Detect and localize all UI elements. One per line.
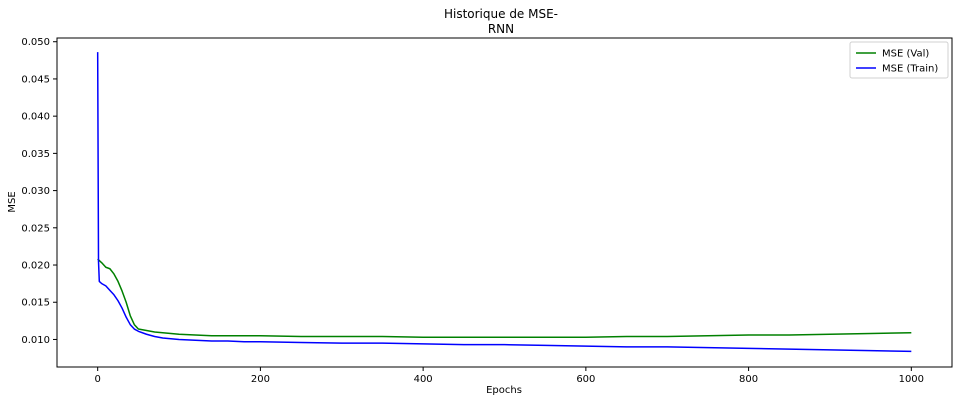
y-tick-label: 0.020: [21, 261, 50, 272]
y-tick-label: 0.015: [21, 298, 50, 309]
legend-box: [849, 41, 949, 79]
x-tick-label: 1000: [899, 374, 924, 385]
y-tick-label: 0.035: [21, 149, 50, 160]
chart-title-line-2: RNN: [488, 22, 514, 36]
y-tick-label: 0.025: [21, 223, 50, 234]
legend-label: MSE (Train): [882, 64, 938, 75]
x-axis: 0 200 400 600 800 1000: [94, 367, 924, 385]
series-line-val: [97, 258, 912, 338]
y-tick-label: 0.010: [21, 335, 50, 346]
y-axis: 0.010 0.015 0.020 0.025 0.030 0.035 0.040 0.045…: [21, 37, 57, 346]
x-axis-label: Epochs: [486, 385, 522, 396]
y-tick-label: 0.030: [21, 186, 50, 197]
x-tick-label: 600: [576, 374, 595, 385]
chart-title-line-1: Historique de MSE-: [444, 7, 558, 21]
y-axis-label: MSE: [7, 191, 18, 212]
legend: MSE (Val) MSE (Train): [849, 41, 949, 79]
x-tick-label: 0: [94, 374, 100, 385]
legend-label: MSE (Val): [882, 49, 929, 60]
y-tick-label: 0.050: [21, 37, 50, 48]
y-tick-label: 0.045: [21, 74, 50, 85]
series-layer: [96, 52, 912, 353]
y-tick-label: 0.040: [21, 112, 50, 123]
x-tick-label: 200: [251, 374, 270, 385]
x-tick-label: 800: [739, 374, 758, 385]
plot-frame: [56, 37, 953, 368]
series-line-train: [96, 52, 912, 353]
x-tick-label: 400: [414, 374, 433, 385]
